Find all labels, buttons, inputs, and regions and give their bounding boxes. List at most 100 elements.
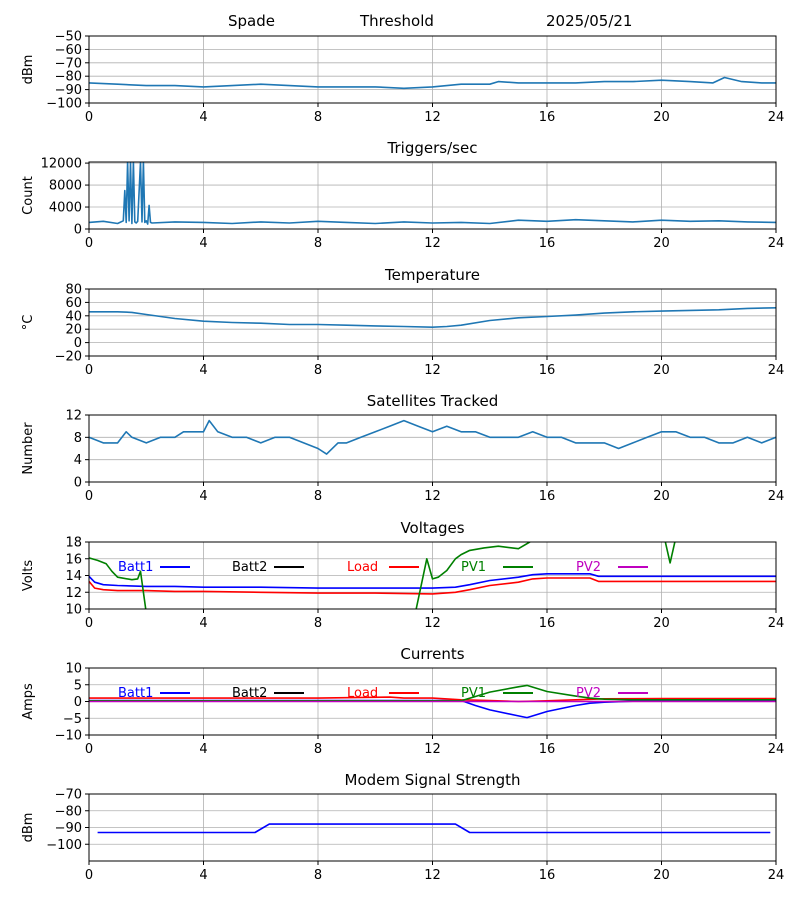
x-tick-label: 4 [199,742,207,757]
chart-title: Modem Signal Strength [345,771,521,789]
y-tick-label: 0 [74,476,82,491]
x-tick-label: 24 [768,363,785,378]
chart-satellites: 0 4 8 12 16 20 24 0 4 8 12 Satellites Tracked Number [21,392,784,504]
x-tick-label: 0 [85,868,93,883]
y-tick-label: 0 [74,336,82,351]
x-tick-label: 12 [424,868,441,883]
series-line-load [89,577,776,595]
x-tick-label: 4 [199,616,207,631]
y-tick-label: −100 [46,97,82,112]
y-tick-label: 12000 [41,157,82,172]
series-line [89,76,776,90]
y-tick-label: 0 [74,223,82,238]
legend-label-batt2: Batt2 [232,686,267,701]
x-tick-label: 24 [768,742,785,757]
y-tick-label: −80 [55,804,82,819]
x-tick-label: 24 [768,110,785,125]
x-tick-label: 16 [539,868,556,883]
x-tick-label: 8 [314,616,322,631]
series-line-batt1 [89,573,776,589]
x-tick-label: 4 [199,110,207,125]
series-line-pv1 [89,684,776,702]
chart-triggers: 0 4 8 12 16 20 24 0 4000 8000 12000 Triggers/sec Cou… [21,139,784,251]
chart-modem: 0 4 8 12 16 20 24 −70−80 −90 −100 Modem Signal Str… [21,771,784,883]
series-group [89,307,776,328]
legend-label-batt1: Batt1 [118,560,153,575]
legend-label-batt2: Batt2 [232,560,267,575]
x-tick-label: 20 [653,489,670,504]
y-tick-label: −20 [55,350,82,365]
x-tick-label: 12 [424,742,441,757]
x-tick-label: 8 [314,742,322,757]
header-station: Spade [228,12,275,30]
y-tick-label: 80 [65,283,82,298]
x-tick-label: 8 [314,489,322,504]
y-tick-label: 18 [65,536,82,551]
y-tick-label: 5 [74,678,82,693]
y-tick-label: −70 [55,56,82,71]
series-line-pv1 [89,542,676,609]
series-group [89,162,776,225]
series-line [89,162,776,225]
x-tick-label: 8 [314,868,322,883]
y-axis-label: Amps [21,683,36,720]
series-line [97,823,771,834]
x-tick-label: 24 [768,868,785,883]
y-tick-label: 60 [65,296,82,311]
y-tick-label: 8 [74,431,82,446]
legend-label-batt1: Batt1 [118,686,153,701]
x-tick-label: 4 [199,236,207,251]
x-tick-label: 20 [653,616,670,631]
y-tick-label: −50 [55,30,82,45]
y-tick-label: 20 [65,323,82,338]
x-tick-label: 0 [85,110,93,125]
chart-title: Currents [400,645,464,663]
y-axis-label: Volts [21,560,36,592]
y-tick-label: −80 [55,70,82,85]
x-tick-label: 8 [314,110,322,125]
y-tick-label: 8000 [49,179,82,194]
x-tick-label: 20 [653,236,670,251]
y-axis-label: Count [21,176,36,215]
x-tick-label: 0 [85,616,93,631]
x-tick-label: 24 [768,489,785,504]
y-tick-label: 40 [65,309,82,324]
x-tick-label: 12 [424,489,441,504]
y-tick-label: 4 [74,453,82,468]
legend-label-load: Load [347,686,378,701]
legend-label-pv2: PV2 [576,686,601,701]
x-tick-label: 4 [199,868,207,883]
x-tick-label: 24 [768,236,785,251]
x-tick-label: 24 [768,616,785,631]
y-tick-label: −90 [55,83,82,98]
x-tick-label: 12 [424,363,441,378]
x-tick-label: 16 [539,489,556,504]
chart-title: Voltages [400,519,464,537]
y-tick-label: 10 [65,662,82,677]
y-tick-label: −70 [55,788,82,803]
y-tick-label: 12 [65,409,82,424]
x-tick-label: 8 [314,236,322,251]
chart-title: Temperature [384,266,480,284]
x-tick-label: 20 [653,363,670,378]
y-tick-label: −100 [46,838,82,853]
series-group [89,542,776,609]
y-tick-label: −10 [55,729,82,744]
x-tick-label: 8 [314,363,322,378]
x-tick-label: 12 [424,110,441,125]
x-tick-label: 12 [424,236,441,251]
y-tick-label: 0 [74,695,82,710]
y-tick-label: 12 [65,586,82,601]
y-tick-label: 4000 [49,201,82,216]
y-tick-label: 10 [65,603,82,618]
series-line [89,419,776,455]
header-date: 2025/05/21 [546,12,633,30]
legend-label-pv1: PV1 [461,686,486,701]
y-tick-label: −5 [63,712,82,727]
header-trigger-mode: Threshold [360,12,434,30]
series-group [89,419,776,455]
x-tick-label: 4 [199,489,207,504]
